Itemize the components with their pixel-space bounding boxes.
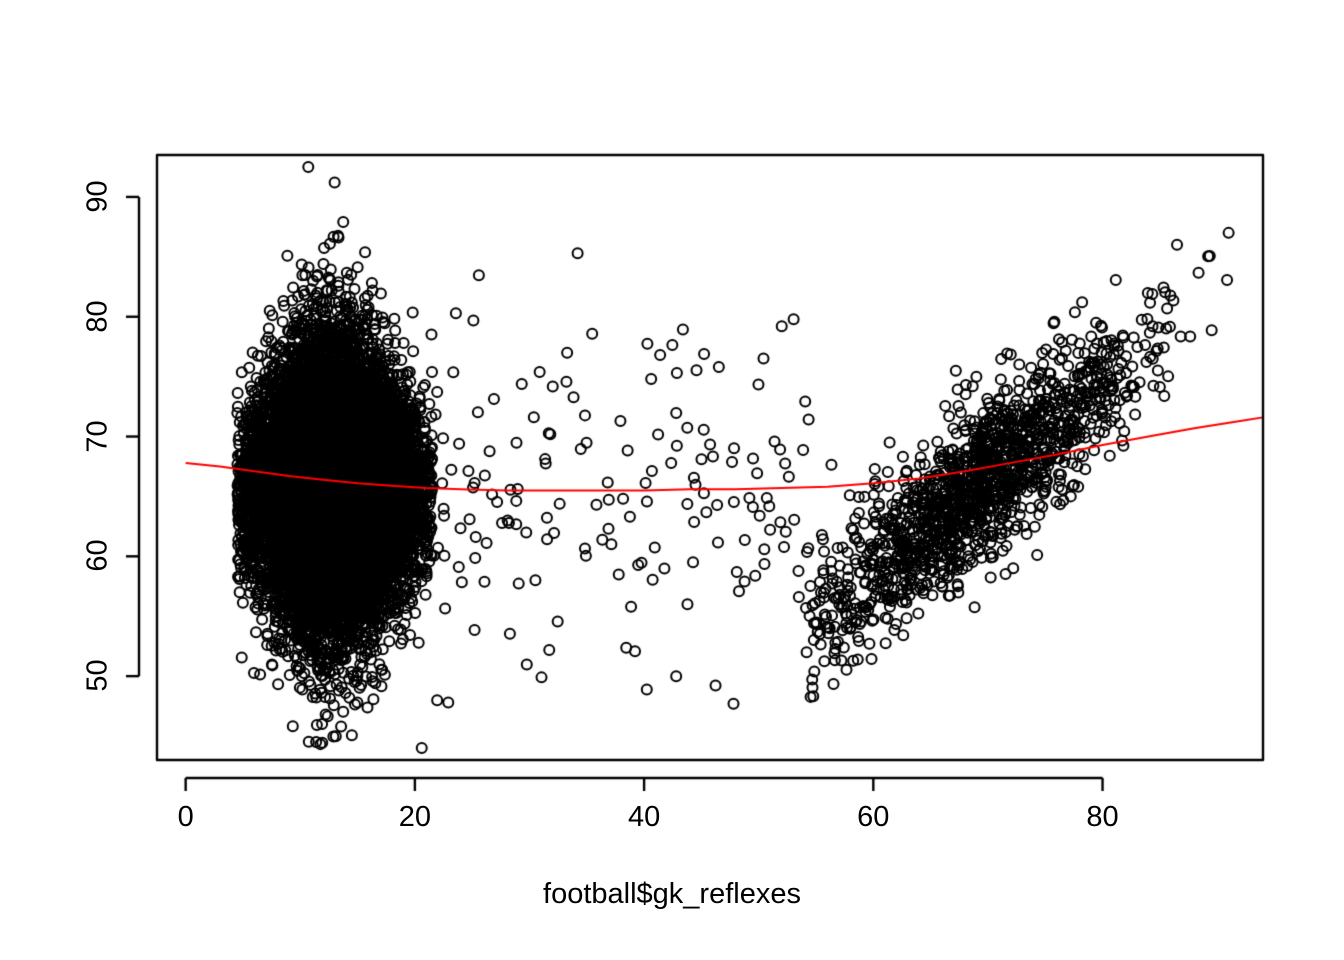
y-tick-label: 70: [81, 419, 114, 453]
x-axis-title: football$gk_reflexes: [543, 878, 801, 910]
y-tick-label: 60: [81, 539, 114, 572]
y-tick-label: 50: [81, 659, 114, 692]
y-tick-label: 90: [81, 180, 114, 213]
x-tick-label: 60: [857, 801, 890, 833]
x-tick-label: 80: [1086, 801, 1119, 833]
y-tick-label: 80: [81, 300, 114, 333]
x-tick-label: 0: [177, 801, 194, 833]
x-tick-label: 20: [398, 801, 432, 833]
x-tick-label: 40: [627, 801, 661, 833]
